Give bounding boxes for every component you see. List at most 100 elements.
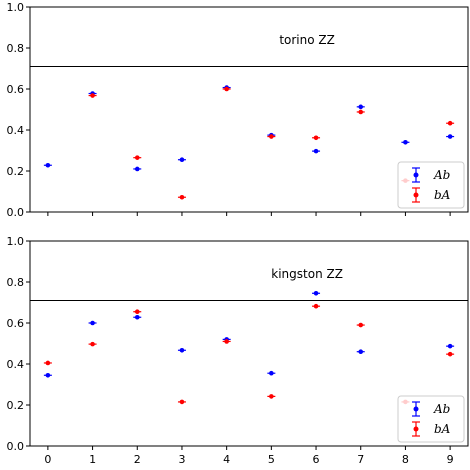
legend-box	[397, 161, 465, 209]
legend-entry: bA	[412, 187, 451, 203]
marker	[269, 134, 274, 139]
marker	[358, 109, 364, 115]
marker	[447, 120, 453, 126]
marker	[269, 394, 274, 399]
x-tick-label: 6	[313, 453, 320, 466]
marker	[134, 314, 140, 320]
marker	[447, 134, 453, 139]
legend-entry: Ab	[412, 401, 450, 417]
top-panel-torino: 0.0 0.2 0.4 0.6 0.8 1.0 torino ZZ Ab bA	[7, 1, 469, 219]
legend: Ab bA	[397, 395, 465, 443]
marker	[224, 86, 229, 92]
data-point-bA	[222, 86, 231, 92]
y-tick-label: 0.8	[7, 276, 25, 289]
data-point-bA	[446, 351, 455, 357]
marker	[313, 303, 319, 309]
marker	[90, 320, 95, 326]
x-tick-label: 9	[447, 453, 454, 466]
marker	[134, 309, 140, 315]
data-point-Ab	[267, 370, 276, 376]
y-tick-label: 0.8	[7, 42, 25, 55]
marker	[45, 162, 51, 168]
legend-label: bA	[434, 422, 451, 436]
marker	[90, 93, 95, 98]
bottom-panel-kingston: 0.0 0.2 0.4 0.6 0.8 1.0 0 1 2 3 4 5 6 7 8 9 kingston ZZ A…	[7, 235, 469, 466]
y-tick-label: 0.4	[7, 124, 25, 137]
x-tick-label: 8	[402, 453, 409, 466]
y-tick-label: 0.6	[7, 83, 25, 96]
panel-title: torino ZZ	[279, 33, 335, 47]
marker	[447, 343, 453, 349]
data-point-Ab	[133, 314, 142, 320]
y-tick-label: 0.0	[7, 206, 25, 219]
data-point-bA	[267, 134, 276, 139]
data-point-Ab	[446, 343, 455, 349]
legend: Ab bA	[397, 161, 465, 209]
data-point-Ab	[312, 148, 321, 154]
axes-frame	[29, 6, 469, 213]
y-tick-label: 0.2	[7, 399, 25, 412]
legend-marker	[413, 426, 419, 432]
marker	[179, 399, 185, 405]
data-point-bA	[222, 339, 231, 344]
marker	[358, 104, 364, 110]
marker	[313, 135, 319, 141]
marker	[179, 157, 185, 163]
data-point-bA	[133, 309, 142, 315]
marker	[45, 372, 51, 378]
legend-entry: Ab	[412, 167, 450, 183]
x-tick-label: 1	[89, 453, 96, 466]
data-point-bA	[88, 341, 97, 347]
data-point-Ab	[356, 104, 365, 110]
x-tick-label: 4	[223, 453, 230, 466]
data-point-bA	[446, 120, 455, 126]
marker	[447, 351, 453, 357]
marker	[179, 194, 185, 200]
marker	[224, 339, 229, 344]
data-point-Ab	[312, 290, 321, 296]
data-point-Ab	[177, 347, 186, 353]
x-tick-label: 3	[178, 453, 185, 466]
data-point-Ab	[356, 349, 365, 355]
legend-entry: bA	[412, 421, 451, 437]
data-point-bA	[312, 303, 321, 309]
data-point-Ab	[177, 157, 186, 163]
data-point-bA	[177, 399, 186, 405]
data-point-Ab	[43, 162, 52, 168]
marker	[313, 290, 319, 296]
panel-title: kingston ZZ	[271, 267, 343, 281]
marker	[403, 140, 408, 145]
data-point-bA	[43, 360, 52, 366]
data-point-bA	[356, 109, 365, 115]
data-point-bA	[133, 155, 142, 160]
marker	[90, 341, 95, 347]
data-point-Ab	[401, 140, 410, 145]
y-tick-label: 0.2	[7, 165, 25, 178]
y-tick-label: 0.0	[7, 440, 25, 453]
legend-marker	[413, 192, 419, 198]
axes-frame	[29, 240, 469, 447]
marker	[134, 166, 140, 172]
data-point-Ab	[88, 320, 97, 326]
legend-marker	[413, 406, 419, 412]
data-point-bA	[267, 394, 276, 399]
data-point-bA	[88, 93, 97, 98]
y-tick-label: 0.6	[7, 317, 25, 330]
data-point-bA	[177, 194, 186, 200]
marker	[269, 370, 274, 376]
data-point-bA	[356, 322, 365, 328]
y-tick-label: 1.0	[7, 235, 25, 248]
data-point-Ab	[43, 372, 52, 378]
legend-box	[397, 395, 465, 443]
data-point-Ab	[446, 134, 455, 139]
data-point-bA	[312, 135, 321, 141]
legend-marker	[413, 172, 419, 178]
marker	[358, 322, 364, 328]
legend-label: Ab	[433, 402, 450, 416]
legend-label: Ab	[433, 168, 450, 182]
y-tick-label: 0.4	[7, 358, 25, 371]
data-point-Ab	[133, 166, 142, 172]
y-tick-label: 1.0	[7, 1, 25, 14]
x-tick-label: 5	[268, 453, 275, 466]
